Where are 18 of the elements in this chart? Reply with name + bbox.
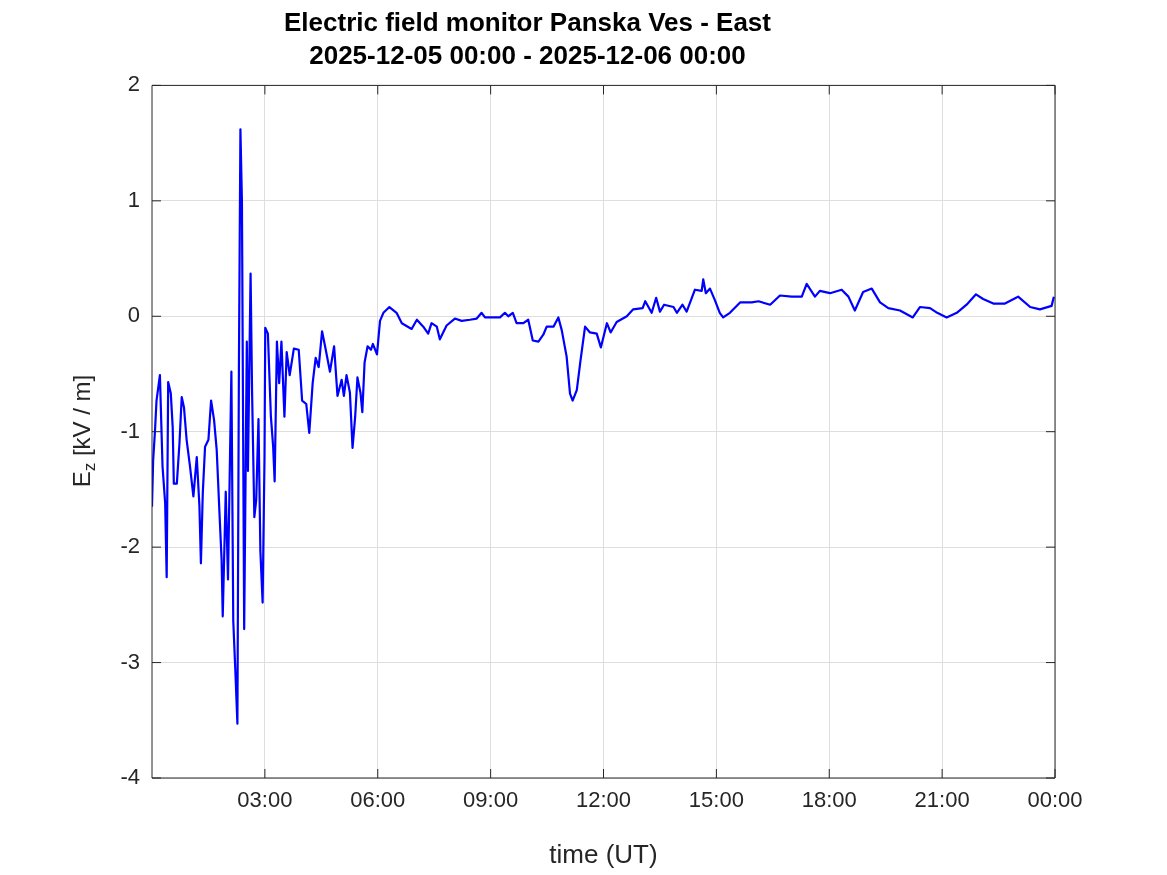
y-tick-label: -4 (120, 764, 140, 790)
y-tick-label: -2 (120, 533, 140, 559)
chart-subtitle: 2025-12-05 00:00 - 2025-12-06 00:00 (309, 39, 746, 70)
x-tick-label: 03:00 (237, 787, 293, 813)
y-tick-label: 2 (127, 71, 140, 97)
x-tick-label: 21:00 (914, 787, 970, 813)
y-tick-label: -1 (120, 417, 140, 443)
x-tick-label: 09:00 (463, 787, 519, 813)
y-tick-label: 1 (127, 186, 140, 212)
x-tick-label: 12:00 (575, 787, 632, 813)
x-tick-label: 06:00 (350, 787, 406, 813)
x-tick-label: 00:00 (1027, 787, 1083, 813)
x-tick-label: 15:00 (688, 787, 744, 813)
y-tick-label: 0 (127, 302, 140, 328)
y-tick-label: -3 (120, 648, 140, 674)
x-tick-label: 18:00 (801, 787, 857, 813)
chart-title: Electric field monitor Panska Ves - East (284, 6, 772, 37)
x-axis-title: time (UT) (549, 838, 658, 869)
